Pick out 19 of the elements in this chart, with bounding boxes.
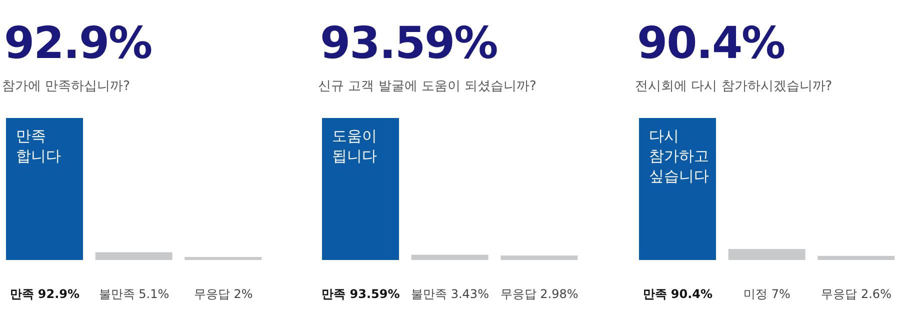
chart-subtitle: 신규 고객 발굴에 도움이 되셨습니까? bbox=[318, 78, 536, 95]
category-label: 불만족 5.1% bbox=[98, 287, 170, 301]
annotation: 다시 참가하고 싶습니다 bbox=[649, 126, 710, 186]
category-label: 무응답 2.98% bbox=[500, 287, 578, 301]
data-label: 93.59% bbox=[320, 18, 498, 69]
chart-subtitle: 전시회에 다시 참가하시겠습니까? bbox=[635, 78, 832, 95]
annotation: 도움이 됩니다 bbox=[332, 126, 378, 166]
category-label: 무응답 2% bbox=[194, 287, 253, 301]
category-label: 만족 90.4% bbox=[642, 287, 713, 301]
category-label: 만족 92.9% bbox=[10, 287, 80, 301]
data-label: 90.4% bbox=[637, 18, 785, 69]
category-label: 무응답 2.6% bbox=[821, 287, 892, 301]
category-label: 불만족 3.43% bbox=[411, 287, 489, 301]
category-label: 만족 93.59% bbox=[322, 287, 400, 301]
data-label: 92.9% bbox=[4, 18, 152, 69]
chart-subtitle: 참가에 만족하십니까? bbox=[2, 78, 130, 95]
x-tick-label: 만족 bbox=[16, 127, 46, 145]
text: 합니다 bbox=[16, 147, 61, 165]
category-label: 미정 7% bbox=[744, 287, 790, 301]
